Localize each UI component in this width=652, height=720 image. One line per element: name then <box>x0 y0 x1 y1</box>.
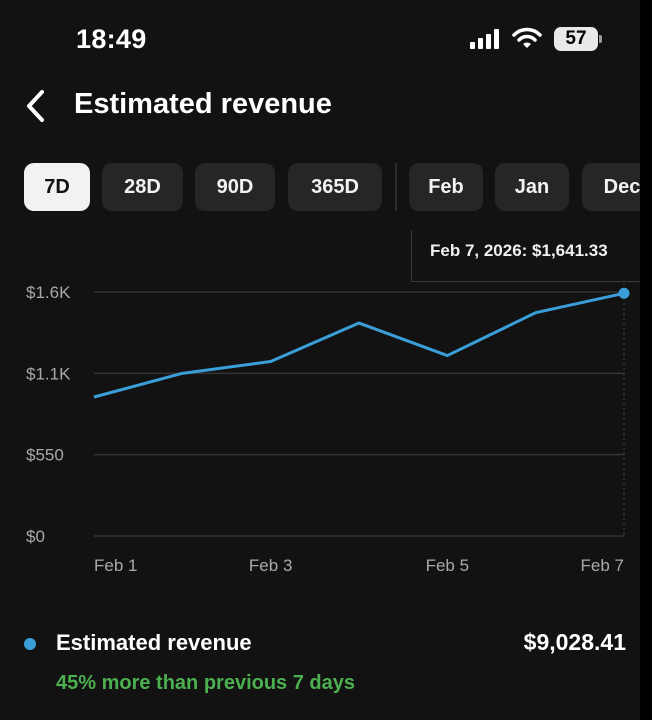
range-chip-dec[interactable]: Dec <box>582 163 640 211</box>
x-tick-label: Feb 7 <box>581 556 624 575</box>
chart-tooltip: Feb 7, 2026: $1,641.33 <box>411 230 640 282</box>
x-tick-label: Feb 5 <box>426 556 469 575</box>
date-range-selector: 7D 28D 90D 365D Feb Jan Dec <box>24 163 640 213</box>
highlight-point <box>618 287 630 299</box>
chip-divider <box>395 163 397 211</box>
page-title: Estimated revenue <box>74 88 332 120</box>
wifi-icon <box>512 26 542 50</box>
range-chip-28d[interactable]: 28D <box>102 163 183 211</box>
range-chip-365d[interactable]: 365D <box>288 163 382 211</box>
x-tick-label: Feb 3 <box>249 556 292 575</box>
legend-label: Estimated revenue <box>56 630 252 655</box>
y-tick-label: $0 <box>26 527 45 546</box>
x-tick-label: Feb 1 <box>94 556 137 575</box>
status-bar: 18:49 57 <box>0 0 640 80</box>
range-chip-7d[interactable]: 7D <box>24 163 90 211</box>
battery-icon: 57 <box>554 27 602 51</box>
status-time: 18:49 <box>76 24 147 54</box>
y-tick-label: $1.6K <box>26 283 71 302</box>
range-chip-jan[interactable]: Jan <box>495 163 569 211</box>
revenue-chart[interactable]: $1.6K $1.1K $550 $0 Feb 1 Feb 3 Feb 5 Feb 7 Feb… <box>0 226 640 586</box>
y-tick-label: $550 <box>26 446 64 465</box>
screen-edge <box>640 0 652 720</box>
comparison-text: 45% more than previous 7 days <box>56 672 356 694</box>
battery-level: 57 <box>554 27 598 51</box>
revenue-total: $9,028.41 <box>523 629 626 655</box>
range-chip-feb[interactable]: Feb <box>409 163 483 211</box>
range-chip-90d[interactable]: 90D <box>195 163 275 211</box>
back-button[interactable] <box>20 86 56 126</box>
cellular-signal-icon <box>470 29 502 49</box>
y-tick-label: $1.1K <box>26 364 71 383</box>
legend-dot <box>24 638 36 650</box>
chevron-left-icon <box>27 90 44 122</box>
chart-canvas: $1.6K $1.1K $550 $0 Feb 1 Feb 3 Feb 5 Feb 7 <box>26 238 630 575</box>
series-line <box>93 291 625 399</box>
